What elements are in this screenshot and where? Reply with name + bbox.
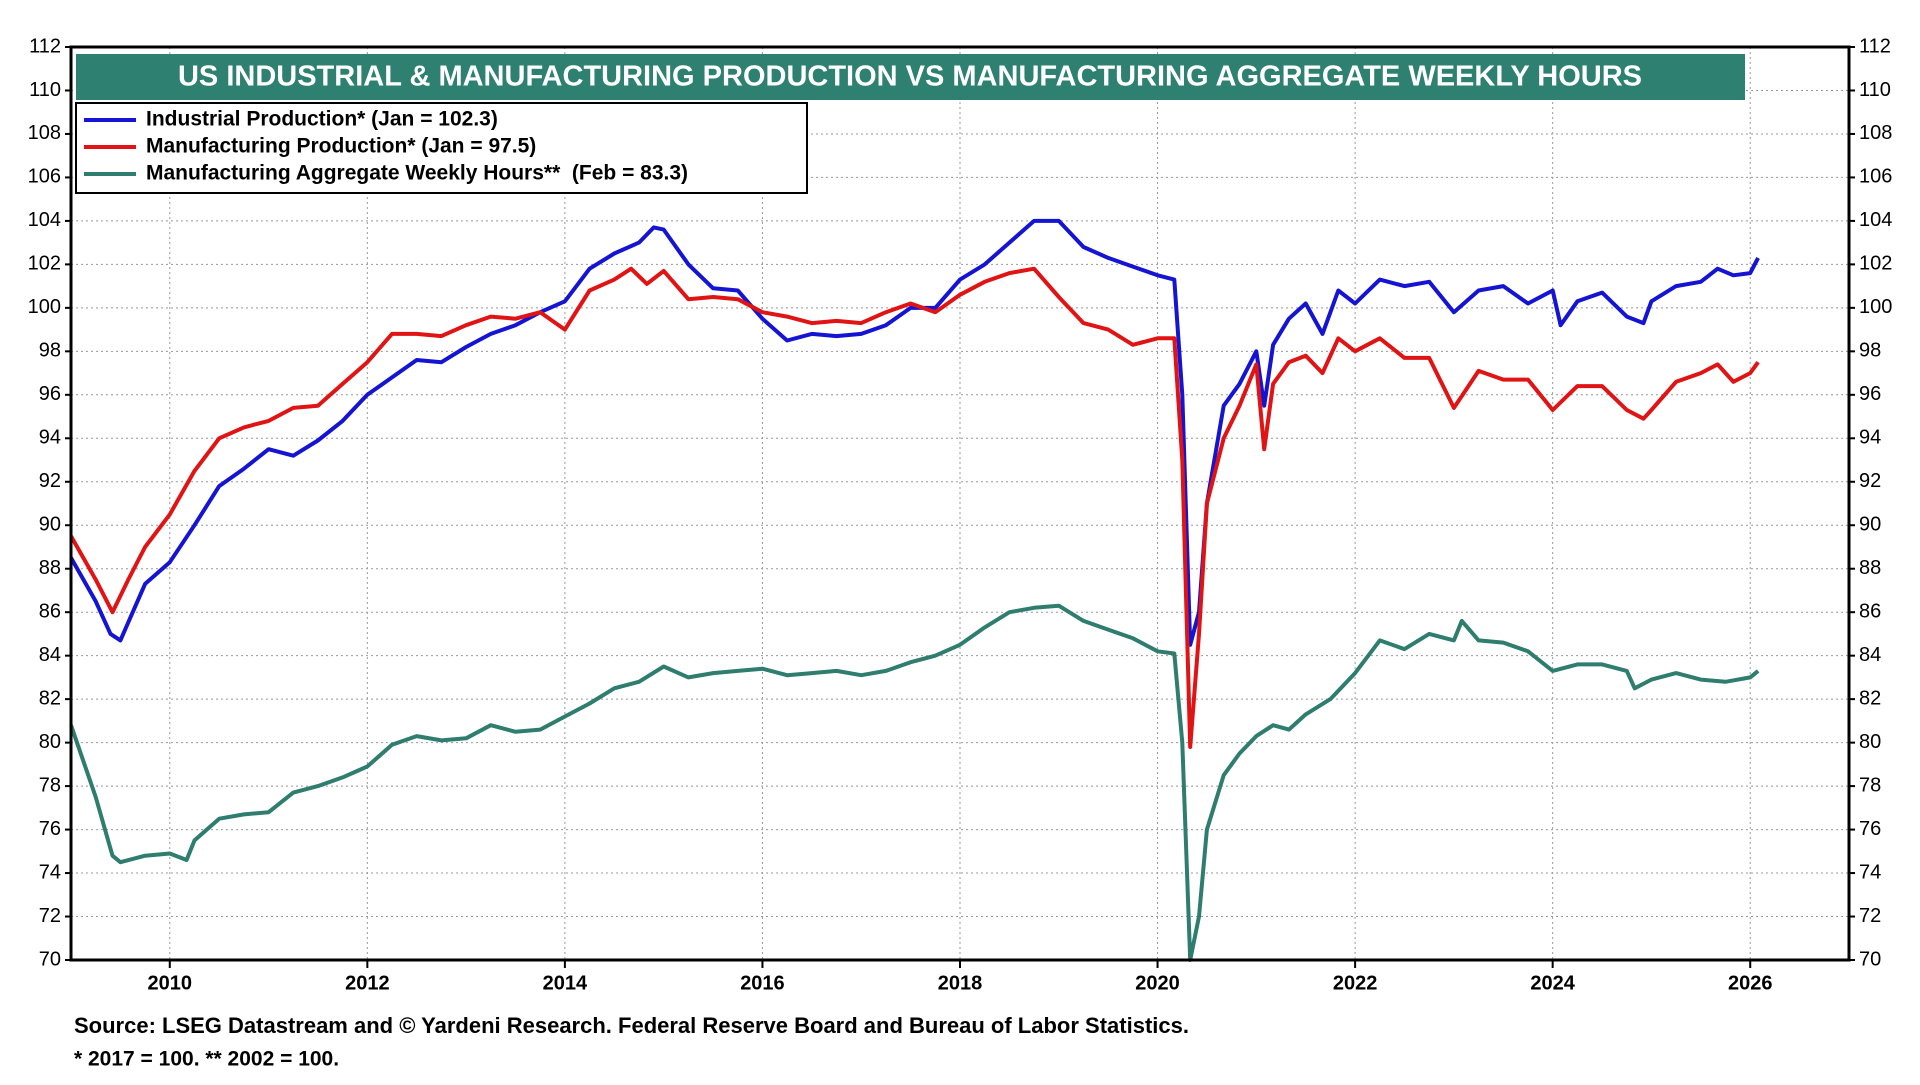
y-tick-label: 108 <box>28 122 61 144</box>
legend-label: Manufacturing Production* (Jan = 97.5) <box>146 135 536 158</box>
series-line <box>69 218 1760 647</box>
y-tick-label: 78 <box>39 774 61 796</box>
y-tick-label: 96 <box>39 383 61 405</box>
y-tick-label: 82 <box>39 687 61 709</box>
x-tick-label: 2020 <box>1135 972 1180 994</box>
y2-tick-label: 78 <box>1859 774 1881 796</box>
y2-tick-label: 98 <box>1859 340 1881 362</box>
y-tick-label: 110 <box>29 79 61 101</box>
y2-tick-label: 104 <box>1859 209 1892 231</box>
legend-box <box>75 102 808 194</box>
x-tick-label: 2012 <box>345 972 390 994</box>
y2-tick-label: 84 <box>1859 644 1881 666</box>
y2-tick-label: 72 <box>1859 905 1881 927</box>
y-tick-label: 100 <box>28 296 61 318</box>
y-tick-label: 88 <box>39 557 61 579</box>
y-tick-label: 106 <box>28 166 61 188</box>
y2-tick-label: 102 <box>1859 253 1892 275</box>
y2-tick-label: 88 <box>1859 557 1881 579</box>
source-note: Source: LSEG Datastream and © Yardeni Re… <box>74 1013 1189 1038</box>
y-tick-label: 92 <box>39 470 61 492</box>
x-tick-label: 2022 <box>1333 972 1378 994</box>
y2-tick-label: 110 <box>1859 79 1891 101</box>
y2-tick-label: 108 <box>1859 122 1892 144</box>
y2-tick-label: 82 <box>1859 687 1881 709</box>
y2-tick-label: 90 <box>1859 514 1881 536</box>
y-tick-label: 74 <box>39 861 61 883</box>
y-tick-label: 102 <box>28 253 61 275</box>
y-tick-label: 94 <box>39 427 61 449</box>
y2-tick-label: 92 <box>1859 470 1881 492</box>
x-tick-label: 2014 <box>543 972 588 994</box>
y2-tick-label: 80 <box>1859 731 1881 753</box>
y2-tick-label: 94 <box>1859 427 1881 449</box>
x-tick-label: 2016 <box>740 972 785 994</box>
footnote: * 2017 = 100. ** 2002 = 100. <box>74 1048 339 1071</box>
legend-label: Industrial Production* (Jan = 102.3) <box>146 108 498 131</box>
y-tick-label: 104 <box>28 209 61 231</box>
series-line <box>69 266 1760 749</box>
title-box <box>76 54 1745 100</box>
x-tick-label: 2024 <box>1530 972 1575 994</box>
lines <box>69 218 1760 962</box>
y-tick-label: 98 <box>39 340 61 362</box>
y2-tick-label: 70 <box>1859 948 1881 970</box>
y2-tick-label: 106 <box>1859 166 1892 188</box>
y2-tick-label: 100 <box>1859 296 1892 318</box>
y2-tick-label: 96 <box>1859 383 1881 405</box>
x-tick-label: 2010 <box>148 972 193 994</box>
legend: Industrial Production* (Jan = 102.3) Manu… <box>84 108 688 185</box>
y-tick-label: 80 <box>39 731 61 753</box>
y-tick-label: 72 <box>39 905 61 927</box>
chart-title: US INDUSTRIAL & MANUFACTURING PRODUCTION… <box>178 61 1642 93</box>
y-tick-label: 70 <box>39 948 61 970</box>
y2-tick-label: 86 <box>1859 600 1881 622</box>
y2-tick-label: 112 <box>1859 35 1891 57</box>
legend-label: Manufacturing Aggregate Weekly Hours** (… <box>146 162 688 185</box>
y-tick-label: 90 <box>39 514 61 536</box>
series-line <box>69 603 1760 962</box>
x-tick-label: 2018 <box>938 972 983 994</box>
y-tick-label: 86 <box>39 600 61 622</box>
y-tick-label: 76 <box>39 818 61 840</box>
x-tick-label: 2026 <box>1728 972 1773 994</box>
y-tick-label: 84 <box>39 644 61 666</box>
y2-tick-label: 74 <box>1859 861 1881 883</box>
y-tick-label: 112 <box>29 35 61 57</box>
y2-tick-label: 76 <box>1859 818 1881 840</box>
